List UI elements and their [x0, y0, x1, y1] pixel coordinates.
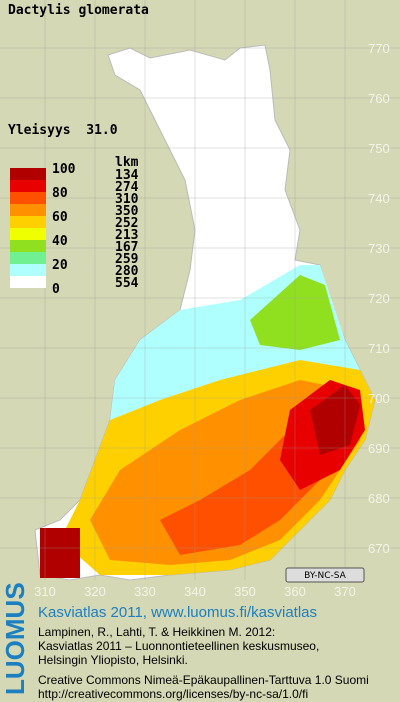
license-badge: BY-NC-SA: [304, 571, 347, 581]
y-grid-label: 750: [368, 141, 390, 156]
legend-count: 554: [115, 276, 139, 291]
grid: 770 760 750 740 730 720 710 700 690 680 670 310 320 3…: [0, 0, 400, 599]
legend-count: 252: [115, 216, 138, 231]
legend-scale-label: 60: [52, 210, 68, 225]
y-grid-label: 760: [368, 91, 390, 106]
y-grid-label: 700: [368, 391, 390, 406]
legend-swatch: [10, 192, 46, 204]
y-grid-label: 680: [368, 491, 390, 506]
legend-count: 134: [115, 168, 139, 183]
legend-swatch: [10, 216, 46, 228]
footer: Lampinen, R., Lahti, T. & Heikkinen M. 2…: [38, 625, 369, 701]
y-grid-label: 770: [368, 41, 390, 56]
legend-swatch: [10, 240, 46, 252]
link[interactable]: Kasviatlas 2011, www.luomus.fi/kasviatla…: [38, 604, 317, 621]
legend-swatch: [10, 168, 46, 180]
area-top: [40, 528, 80, 578]
y-grid-label: 710: [368, 341, 390, 356]
legend-scale-label: 40: [52, 234, 68, 249]
x-grid-label: 350: [234, 584, 256, 599]
map-title: Dactylis glomerata: [8, 3, 149, 18]
legend-count: 213: [115, 228, 138, 243]
logo: LUOMUS: [0, 582, 30, 695]
legend-swatch: [10, 264, 46, 276]
legend-swatch: [10, 180, 46, 192]
legend-swatch: [10, 228, 46, 240]
y-grid-label: 720: [368, 291, 390, 306]
legend-count: 310: [115, 192, 139, 207]
x-grid-label: 360: [284, 584, 306, 599]
y-grid-label: 730: [368, 241, 390, 256]
y-grid-label: 740: [368, 191, 390, 206]
x-grid-label: 340: [184, 584, 206, 599]
y-grid-label: 670: [368, 541, 390, 556]
frequency-value: Yleisyys 31.0: [8, 123, 118, 138]
x-grid-label: 370: [334, 584, 356, 599]
legend-scale-label: 20: [52, 258, 68, 273]
license-line: http://creativecommons.org/licenses/by-n…: [38, 687, 308, 701]
license-badge-box: [285, 567, 365, 583]
legend-count: 350: [115, 204, 139, 219]
legend-count: 259: [115, 252, 138, 267]
legend-swatch: [10, 252, 46, 264]
legend-scale-label: 100: [52, 162, 76, 177]
license-line: Creative Commons Nimeä-Epäkaupallinen-Ta…: [38, 673, 369, 687]
legend-scale-label: 0: [52, 282, 60, 297]
x-grid-label: 330: [134, 584, 156, 599]
citation-line: Lampinen, R., Lahti, T. & Heikkinen M. 2…: [38, 625, 275, 639]
area-top: [310, 385, 360, 455]
legend-scale-label: 80: [52, 186, 68, 201]
count-header: lkm: [115, 155, 139, 170]
x-grid-label: 320: [84, 584, 106, 599]
legend-swatch: [10, 276, 46, 288]
legend-count: 167: [115, 240, 138, 255]
citation-line: Kasviatlas 2011 – Luonnontieteellinen ke…: [38, 639, 319, 653]
y-grid-label: 690: [368, 441, 390, 456]
legend-count: 280: [115, 264, 139, 279]
citation-line: Helsingin Yliopisto, Helsinki.: [38, 653, 188, 667]
legend-count: 274: [115, 180, 139, 195]
x-grid-label: 310: [34, 584, 56, 599]
legend-swatch: [10, 204, 46, 216]
